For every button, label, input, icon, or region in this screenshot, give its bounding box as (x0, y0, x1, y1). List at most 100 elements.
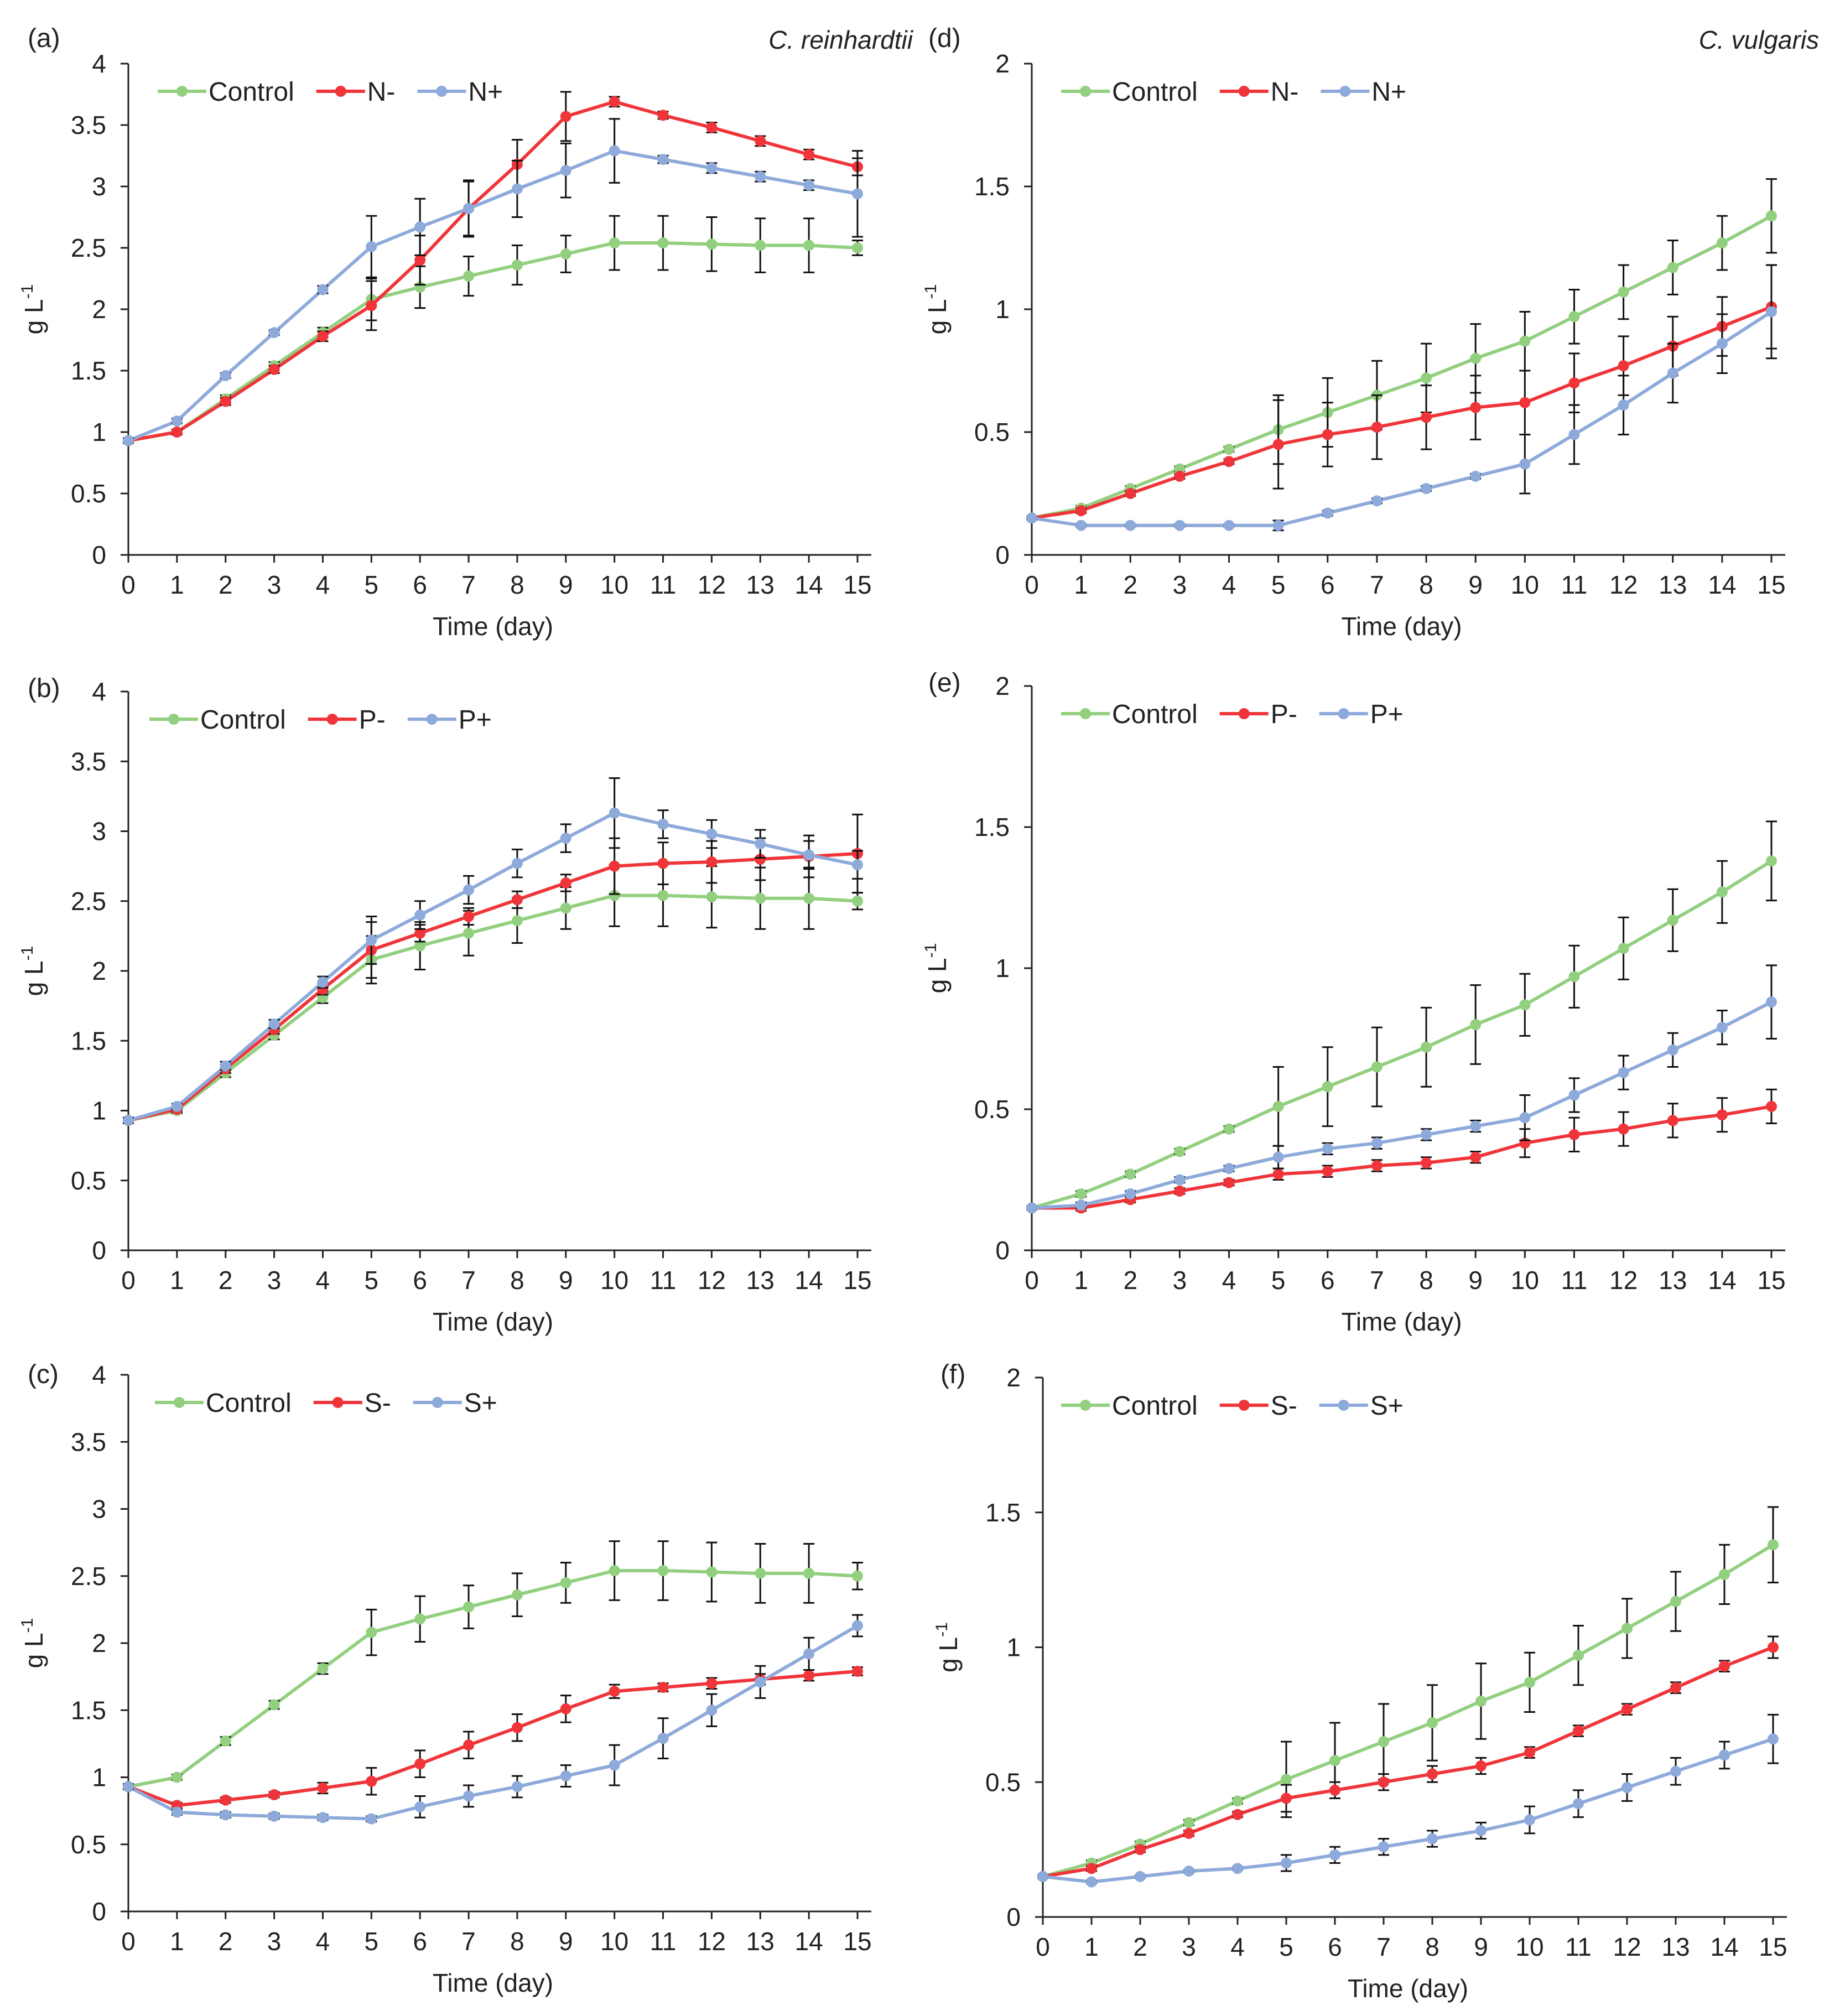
legend-label: P- (1271, 700, 1297, 729)
x-tick-label: 9 (559, 1927, 573, 1956)
data-point (1524, 1747, 1535, 1758)
x-tick-label: 11 (1561, 1266, 1588, 1295)
y-tick-label: 2 (92, 957, 106, 985)
x-tick-label: 10 (600, 1927, 628, 1956)
chart-panel-c: (c)00.511.522.533.540 1 2 3 4 5 6 7 8 9 10 11 12 13 14… (18, 1360, 872, 1997)
data-point (755, 171, 766, 183)
data-point (609, 860, 620, 872)
data-point (1272, 1151, 1284, 1163)
x-tick-label: 6 (413, 570, 427, 599)
series-S+ (1037, 1713, 1779, 1888)
data-point (1223, 1177, 1235, 1188)
x-tick-label: 12 (698, 570, 726, 599)
data-point (1174, 519, 1186, 531)
panel-label: (b) (28, 674, 60, 703)
series-Control (123, 215, 863, 446)
data-point (1667, 1115, 1678, 1126)
x-tick-label: 2 (219, 1927, 233, 1956)
data-point (560, 1770, 571, 1782)
data-point (1568, 1129, 1580, 1140)
data-point (317, 1812, 329, 1823)
x-tick-label: 14 (795, 570, 823, 599)
series-P- (123, 813, 863, 1126)
x-tick-label: 13 (1661, 1932, 1690, 1961)
x-tick-label: 0 (121, 570, 136, 599)
legend-label: S- (1271, 1391, 1297, 1421)
y-tick-label: 3.5 (71, 111, 106, 139)
y-tick-label: 0 (995, 1236, 1010, 1265)
x-tick-label: 0 (121, 1927, 136, 1956)
legend-swatch-marker (1339, 86, 1351, 97)
data-point (1667, 1044, 1678, 1056)
species-label-right: C. vulgaris (1699, 25, 1819, 54)
data-point (463, 884, 475, 896)
data-point (268, 363, 280, 375)
data-point (1618, 1123, 1629, 1135)
data-point (803, 149, 815, 160)
data-point (1768, 1641, 1779, 1653)
legend-swatch-marker (432, 1397, 443, 1408)
data-point (268, 1810, 280, 1822)
data-point (1026, 1202, 1037, 1214)
panel-label: (d) (928, 24, 961, 53)
data-point (463, 927, 475, 939)
x-tick-label: 9 (1468, 570, 1483, 599)
data-point (1223, 456, 1235, 467)
data-point (852, 1620, 863, 1631)
x-axis-label: Time (day) (433, 612, 553, 641)
legend-swatch-marker (335, 86, 346, 97)
y-axis-label: g L-1 (18, 946, 48, 996)
data-point (366, 241, 377, 252)
x-tick-label: 2 (1123, 570, 1137, 599)
data-point (414, 254, 426, 266)
legend-label: Control (1112, 1391, 1198, 1421)
y-tick-label: 4 (92, 49, 106, 78)
x-tick-label: 10 (1511, 1266, 1539, 1295)
legend-label: S+ (1370, 1391, 1404, 1421)
legend-label: Control (209, 77, 294, 107)
data-point (609, 1686, 620, 1697)
y-tick-label: 0 (92, 1236, 106, 1265)
y-tick-label: 4 (92, 1360, 106, 1389)
x-tick-label: 5 (1271, 1266, 1286, 1295)
data-point (123, 1781, 134, 1792)
data-point (1026, 512, 1037, 524)
x-axis-label: Time (day) (433, 1307, 553, 1336)
data-point (171, 1771, 183, 1783)
data-point (1223, 1163, 1235, 1175)
data-point (317, 330, 329, 342)
data-point (414, 910, 426, 921)
data-point (220, 370, 231, 381)
x-tick-label: 8 (1419, 1266, 1433, 1295)
data-point (706, 162, 718, 174)
chart-panel-b: (b)00.511.522.533.540 1 2 3 4 5 6 7 8 9 10 11 12 13 14… (18, 674, 872, 1336)
data-point (1086, 1863, 1097, 1874)
y-tick-label: 0.5 (71, 1166, 106, 1195)
data-point (1768, 1539, 1779, 1551)
x-tick-label: 14 (1710, 1932, 1738, 1961)
data-point (511, 1589, 523, 1601)
data-point (511, 1781, 523, 1792)
data-point (220, 1060, 231, 1072)
y-tick-label: 1.5 (985, 1498, 1021, 1527)
data-point (1667, 262, 1678, 273)
x-tick-label: 8 (510, 1927, 524, 1956)
series-Control (123, 1540, 863, 1792)
data-point (268, 1789, 280, 1801)
data-point (1223, 444, 1235, 455)
y-tick-label: 0.5 (974, 418, 1010, 446)
data-point (1519, 335, 1531, 347)
data-point (1075, 1199, 1087, 1211)
data-point (560, 1577, 571, 1588)
data-point (1378, 1776, 1389, 1788)
x-tick-label: 8 (1419, 570, 1433, 599)
series-line (128, 811, 858, 1123)
x-axis-label: Time (day) (1348, 1974, 1468, 2003)
legend: Control N- N+ (158, 77, 503, 107)
data-point (511, 259, 523, 271)
legend: Control P- P+ (149, 705, 492, 735)
legend-swatch-marker (1080, 86, 1091, 97)
data-point (1329, 1755, 1340, 1766)
x-axis-label: Time (day) (1341, 1307, 1462, 1336)
